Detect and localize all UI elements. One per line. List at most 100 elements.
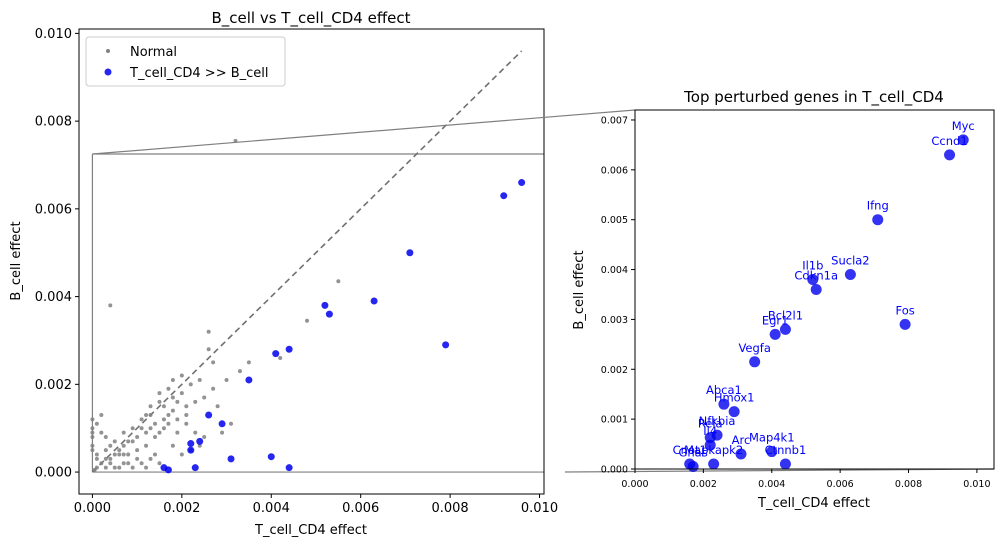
left-x-tick-label: 0.000 — [74, 501, 111, 516]
normal-point — [90, 448, 95, 453]
normal-point — [179, 391, 184, 396]
left-x-tick-label: 0.006 — [342, 501, 379, 516]
normal-point — [305, 318, 310, 323]
highlight-point — [406, 249, 414, 257]
highlight-point — [518, 179, 526, 187]
highlight-point — [267, 453, 275, 461]
normal-point — [179, 373, 184, 378]
normal-point — [148, 426, 153, 431]
normal-point — [179, 452, 184, 457]
highlight-point — [187, 446, 195, 454]
gene-point — [807, 274, 819, 286]
right-plot-frame — [634, 109, 995, 470]
highlight-point — [205, 411, 213, 419]
normal-point — [126, 439, 131, 444]
normal-point — [211, 360, 216, 365]
highlight-point — [196, 437, 204, 445]
normal-point — [278, 356, 283, 361]
gene-point — [872, 214, 884, 226]
normal-point — [184, 413, 189, 418]
gene-label: Rela — [698, 417, 723, 431]
normal-point — [215, 404, 220, 409]
normal-point — [206, 347, 211, 352]
right-x-tick-label: 0.010 — [963, 479, 990, 490]
normal-point — [193, 399, 198, 404]
left-y-tick-label: 0.004 — [35, 290, 72, 305]
highlight-point — [442, 341, 450, 349]
gene-point — [899, 318, 911, 330]
normal-point — [157, 430, 162, 435]
highlight-point — [500, 192, 508, 200]
normal-point — [184, 421, 189, 426]
right-y-tick-label: 0.004 — [601, 265, 628, 276]
normal-point — [126, 461, 131, 466]
normal-point — [170, 408, 175, 413]
normal-point — [112, 452, 117, 457]
right-y-tick-label: 0.000 — [601, 465, 628, 476]
normal-point — [117, 452, 122, 457]
highlight-point — [321, 301, 329, 309]
gene-label: Vegfa — [738, 341, 770, 355]
gene-point — [735, 448, 747, 460]
right-x-tick-label: 0.002 — [690, 479, 717, 490]
highlight-point — [245, 376, 253, 384]
normal-point — [188, 382, 193, 387]
normal-point — [121, 443, 126, 448]
gene-label: Ifng — [867, 199, 889, 213]
normal-point — [130, 439, 135, 444]
normal-point — [108, 456, 113, 461]
normal-point — [99, 430, 104, 435]
gene-label: Sucla2 — [831, 254, 869, 268]
gene-label: Myc — [952, 119, 975, 133]
highlight-point — [285, 464, 293, 472]
normal-point — [153, 421, 158, 426]
left-y-tick-label: 0.006 — [35, 202, 72, 217]
normal-point — [202, 434, 207, 439]
normal-point — [103, 456, 108, 461]
normal-point — [175, 399, 180, 404]
normal-point — [112, 439, 117, 444]
gene-label: Cnot1 — [673, 443, 707, 457]
right-y-tick-label: 0.002 — [601, 365, 628, 376]
highlight-point — [191, 464, 199, 472]
normal-point — [103, 434, 108, 439]
gene-label: Arc — [732, 433, 751, 447]
gene-label: Mapkapk2 — [684, 443, 743, 457]
normal-point — [148, 413, 153, 418]
highlight-point — [285, 345, 293, 353]
identity-line — [91, 50, 523, 473]
zoom-connectors — [92, 109, 995, 473]
gene-point — [844, 269, 856, 281]
right-chart: Top perturbed genes in T_cell_CD4 0.000 0… — [572, 88, 995, 511]
gene-point — [957, 134, 969, 146]
normal-point — [144, 465, 149, 470]
normal-point — [153, 452, 158, 457]
normal-point — [175, 430, 180, 435]
gene-point — [708, 458, 720, 470]
normal-point — [197, 377, 202, 382]
gene-point — [766, 446, 778, 458]
left-y-tick-label: 0.002 — [35, 378, 72, 393]
normal-point — [157, 399, 162, 404]
left-chart-title: B_cell vs T_cell_CD4 effect — [211, 9, 410, 28]
right-y-tick-label: 0.003 — [601, 315, 628, 326]
normal-point — [90, 434, 95, 439]
normal-point — [139, 426, 144, 431]
normal-point — [94, 421, 99, 426]
connector-top — [92, 109, 636, 155]
right-y-tick-label: 0.006 — [601, 165, 628, 176]
normal-point — [130, 465, 135, 470]
gene-label: Il1b — [802, 259, 823, 273]
highlight-point — [218, 420, 226, 428]
left-chart: B_cell vs T_cell_CD4 effect 0.000 0.002 0.… — [9, 9, 558, 538]
normal-point — [197, 443, 202, 448]
normal-point — [121, 430, 126, 435]
normal-point — [206, 329, 211, 334]
normal-point — [202, 395, 207, 400]
right-y-tick-label: 0.007 — [601, 115, 628, 126]
legend: Normal T_cell_CD4 >> B_cell — [85, 36, 286, 87]
normal-point — [130, 426, 135, 431]
normal-point — [135, 456, 140, 461]
legend-marker-highlight — [104, 68, 112, 76]
